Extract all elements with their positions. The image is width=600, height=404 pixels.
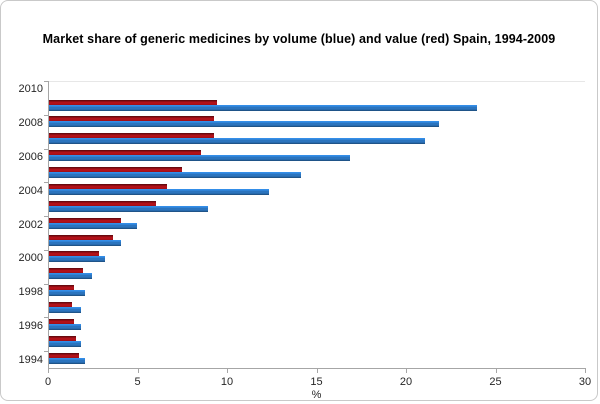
bar-value-1998: [49, 285, 75, 291]
x-tick-label: 0: [44, 376, 52, 388]
bar-value-2006: [49, 150, 202, 156]
x-axis-tick: [406, 369, 407, 373]
bar-value-2000: [49, 251, 100, 257]
bar-volume-1996: [49, 324, 82, 330]
bar-value-1995: [49, 335, 76, 341]
y-axis-tick: [44, 81, 48, 82]
bar-volume-2003: [49, 205, 209, 212]
chart-title: Market share of generic medicines by vol…: [42, 32, 556, 46]
bar-volume-2002: [49, 222, 137, 229]
x-axis-tick: [48, 369, 49, 373]
y-axis-tick: [44, 182, 48, 184]
bar-volume-1997: [49, 307, 82, 314]
bar-value-2003: [49, 200, 157, 206]
y-axis-tick: [44, 317, 48, 319]
y-tick-label: 1998: [18, 286, 43, 298]
x-axis-tick: [585, 369, 586, 373]
x-axis-title: %: [311, 389, 322, 401]
x-tick-label: 25: [489, 376, 502, 388]
y-axis-line: [48, 81, 49, 369]
y-tick-label: 2004: [18, 184, 43, 197]
bar-volume-2007: [49, 138, 425, 145]
x-axis-tick: [137, 369, 139, 373]
bar-value-2001: [49, 234, 114, 240]
y-tick-label: 2008: [18, 117, 43, 130]
bar-volume-2000: [49, 256, 105, 263]
bar-volume-2004: [49, 188, 270, 195]
bar-value-1996: [49, 319, 75, 324]
bar-volume-2006: [49, 155, 350, 162]
y-tick-label: 2010: [18, 83, 43, 96]
y-axis-tick: [44, 249, 48, 251]
x-tick-label: 30: [578, 376, 592, 388]
bar-volume-2008: [49, 121, 440, 128]
x-tick-label: 15: [310, 376, 323, 388]
bar-value-2007: [49, 133, 214, 139]
y-tick-label: 2006: [18, 151, 43, 163]
bar-value-1999: [49, 268, 83, 274]
y-axis-tick: [44, 216, 48, 218]
y-axis-tick: [44, 148, 48, 150]
x-axis-tick: [495, 369, 497, 373]
y-tick-label: 1996: [18, 319, 43, 332]
bar-value-2009: [49, 99, 218, 105]
bar-value-2008: [49, 116, 214, 122]
y-axis-tick: [44, 351, 48, 353]
y-tick-label: 1994: [18, 353, 43, 366]
bar-value-2005: [49, 167, 182, 172]
x-tick-label: 10: [220, 376, 234, 388]
y-tick-label: 2002: [18, 218, 43, 231]
x-axis-tick: [316, 369, 318, 373]
bar-volume-1994: [49, 357, 85, 364]
bar-value-1994: [49, 352, 80, 358]
bar-value-1997: [49, 302, 73, 308]
x-tick-label: 5: [134, 376, 141, 388]
y-axis-tick: [44, 283, 48, 285]
bar-volume-2009: [49, 104, 477, 111]
y-axis-tick: [44, 114, 48, 116]
bar-volume-2001: [49, 239, 121, 246]
bar-volume-2005: [49, 172, 302, 178]
bar-value-2002: [49, 217, 121, 223]
x-tick-label: 20: [399, 376, 413, 388]
bar-value-2004: [49, 183, 168, 189]
y-tick-label: 2000: [18, 252, 43, 265]
bar-volume-1995: [49, 340, 82, 347]
bar-volume-1999: [49, 273, 92, 280]
plot-top-border: [48, 81, 585, 82]
x-axis-tick: [227, 369, 228, 373]
x-axis-line: [48, 368, 586, 369]
bar-volume-1998: [49, 290, 85, 297]
